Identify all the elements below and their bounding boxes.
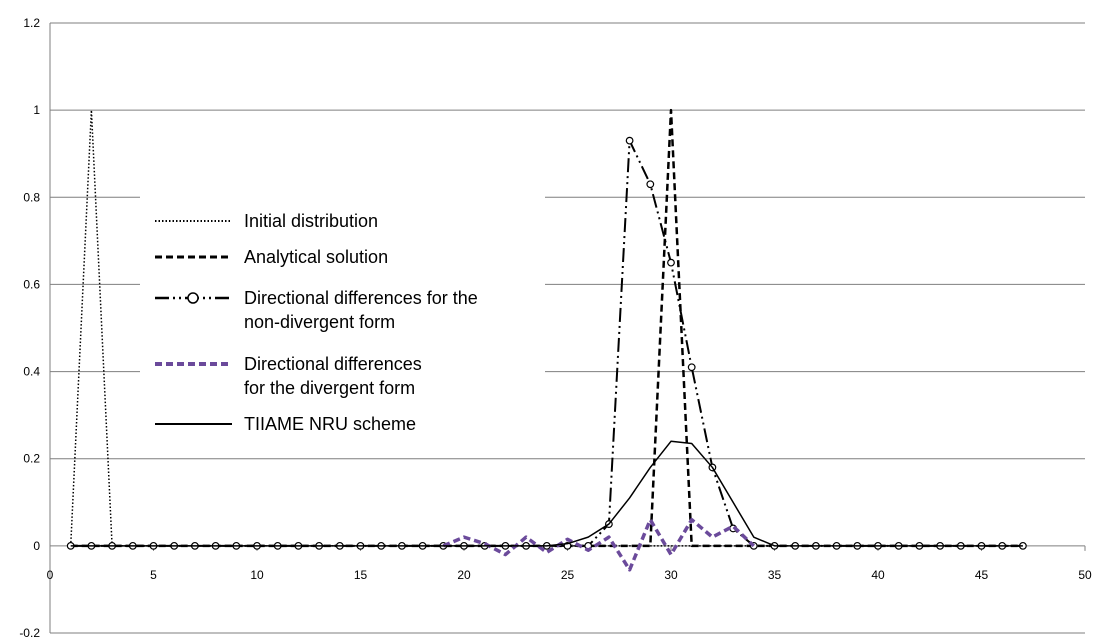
legend-label: TIIAME NRU scheme (244, 414, 416, 434)
x-tick-label: 35 (768, 568, 782, 582)
x-tick-labels: 0 5 10 15 20 25 30 35 40 45 50 (47, 568, 1092, 582)
data-point (667, 258, 675, 267)
y-tick-label: -0.2 (19, 626, 40, 640)
x-tick-label: 20 (457, 568, 471, 582)
x-tick-label: 0 (47, 568, 54, 582)
data-point (687, 363, 696, 372)
legend-label: Analytical solution (244, 247, 388, 267)
legend-label: non-divergent form (244, 312, 395, 332)
y-tick-label: 0.8 (23, 190, 40, 204)
data-point (646, 180, 655, 189)
series-line-4 (442, 517, 756, 572)
y-tick-label: 0.6 (23, 277, 40, 291)
x-tick-label: 5 (150, 568, 157, 582)
y-tick-label: 1.2 (23, 16, 40, 30)
x-tick-label: 10 (250, 568, 264, 582)
y-tick-label: 0 (33, 539, 40, 553)
y-tick-label: 0.2 (23, 452, 40, 466)
series-lines (66, 108, 1027, 572)
legend-label: Directional differences (244, 354, 422, 374)
legend-marker (187, 292, 199, 304)
x-tick-label: 25 (561, 568, 575, 582)
y-tick-labels: -0.2 0 0.2 0.4 0.6 0.8 1 1.2 (19, 16, 40, 640)
legend-label: for the divergent form (244, 378, 415, 398)
legend-box (140, 196, 545, 446)
legend-label: Initial distribution (244, 211, 378, 231)
legend: Initial distribution Analytical solution D… (140, 196, 545, 446)
x-tick-label: 40 (871, 568, 885, 582)
x-tick-label: 50 (1078, 568, 1092, 582)
x-tick-label: 30 (664, 568, 678, 582)
y-tick-label: 1 (33, 103, 40, 117)
x-tick-label: 15 (354, 568, 368, 582)
data-point (625, 136, 634, 145)
legend-label: Directional differences for the (244, 288, 478, 308)
y-tick-label: 0.4 (23, 365, 40, 379)
x-tick-label: 45 (975, 568, 989, 582)
series-line-5 (70, 440, 1023, 547)
